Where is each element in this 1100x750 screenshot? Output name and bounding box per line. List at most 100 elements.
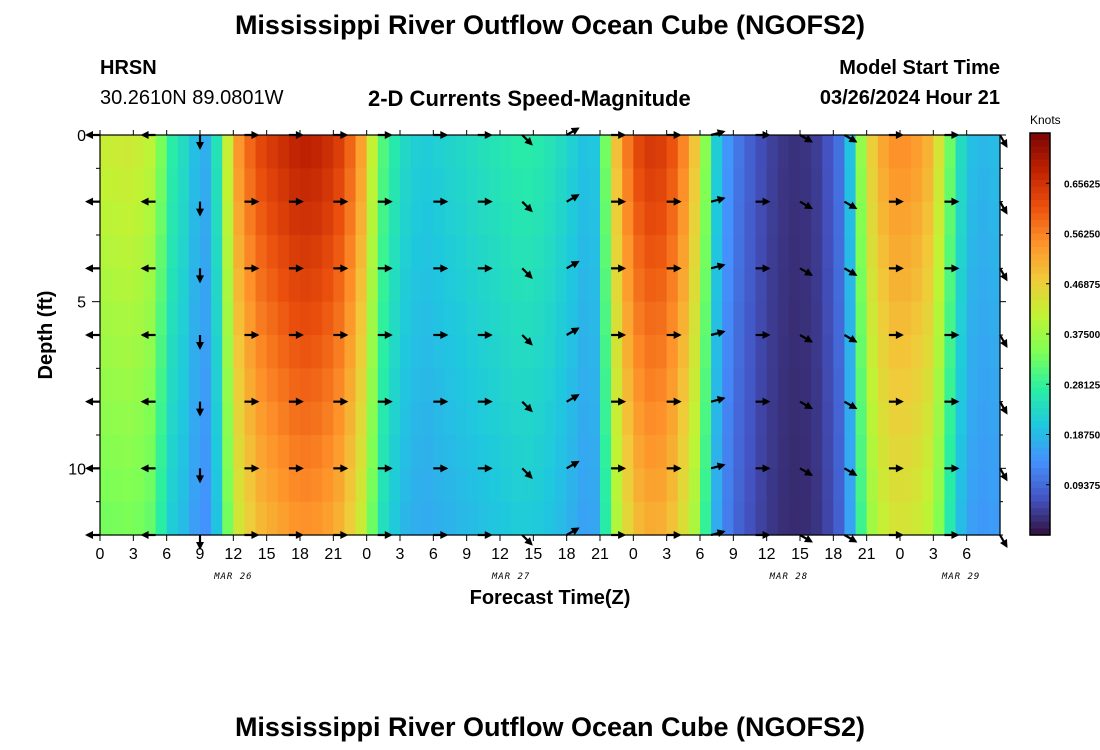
vector-head bbox=[196, 342, 204, 350]
heatmap-cell bbox=[555, 468, 568, 503]
heatmap-cell bbox=[911, 301, 923, 336]
vector-arrow bbox=[566, 527, 580, 536]
heatmap-cell bbox=[877, 135, 890, 169]
heatmap-cell bbox=[744, 368, 757, 403]
heatmap-cell bbox=[422, 468, 434, 503]
vector-head bbox=[951, 464, 960, 473]
x-tick-label: 12 bbox=[491, 546, 509, 563]
vector-head bbox=[618, 264, 627, 273]
heatmap-cell bbox=[566, 501, 579, 536]
heatmap-cell bbox=[388, 368, 401, 403]
vector-head bbox=[848, 201, 858, 210]
colorbar-cell bbox=[1030, 146, 1050, 154]
heatmap-cell bbox=[844, 435, 857, 469]
heatmap-cell bbox=[322, 435, 334, 469]
heatmap-cell bbox=[300, 501, 312, 536]
heatmap-cell bbox=[577, 268, 590, 303]
heatmap-cell bbox=[188, 135, 201, 169]
heatmap-cell bbox=[133, 468, 146, 503]
heatmap-cell bbox=[566, 435, 579, 469]
vector-head bbox=[618, 464, 627, 473]
vector-arrow bbox=[433, 197, 449, 206]
heatmap-cell bbox=[144, 135, 157, 169]
heatmap-cell bbox=[166, 135, 179, 169]
heatmap-cell bbox=[655, 268, 668, 303]
heatmap-cell bbox=[488, 501, 501, 536]
heatmap-cell bbox=[266, 368, 279, 403]
heatmap-cell bbox=[633, 368, 646, 403]
colorbar-tick-label: 0.46875 bbox=[1064, 280, 1100, 291]
heatmap-cell bbox=[655, 501, 668, 536]
heatmap-cell bbox=[633, 435, 646, 469]
vector-head bbox=[384, 397, 393, 406]
heatmap-cell bbox=[944, 468, 957, 503]
heatmap-cell bbox=[266, 135, 279, 169]
heatmap-cell bbox=[500, 335, 512, 369]
heatmap-cell bbox=[988, 335, 1001, 369]
heatmap-cell bbox=[733, 168, 746, 203]
heatmap-cell bbox=[155, 135, 168, 169]
heatmap-cell bbox=[700, 501, 712, 536]
x-tick-label: 6 bbox=[162, 546, 171, 563]
heatmap-cell bbox=[822, 135, 834, 169]
heatmap-cell bbox=[233, 501, 246, 536]
heatmap-cell bbox=[222, 501, 234, 536]
heatmap-cell bbox=[544, 501, 557, 536]
heatmap-cell bbox=[488, 435, 501, 469]
vector-arrow bbox=[433, 397, 449, 406]
heatmap-cell bbox=[688, 135, 701, 169]
heatmap-cell bbox=[922, 235, 934, 269]
heatmap-cell bbox=[533, 368, 546, 403]
heatmap-cell bbox=[333, 135, 346, 169]
heatmap-cell bbox=[866, 235, 879, 269]
heatmap-cell bbox=[477, 401, 490, 436]
vector-head bbox=[251, 331, 260, 339]
heatmap-cell bbox=[522, 501, 534, 536]
station-coordinates: 30.2610N 89.0801W bbox=[100, 87, 284, 109]
colorbar-cell bbox=[1030, 206, 1050, 214]
heatmap-cell bbox=[311, 135, 323, 169]
heatmap-cell bbox=[466, 135, 479, 169]
heatmap-cell bbox=[766, 401, 779, 436]
heatmap-cell bbox=[644, 501, 657, 536]
heatmap-cell bbox=[700, 435, 712, 469]
colorbar-cell bbox=[1030, 454, 1050, 462]
heatmap-cell bbox=[911, 435, 923, 469]
heatmap-cell bbox=[522, 235, 534, 269]
heatmap-cell bbox=[677, 301, 690, 336]
heatmap-cell bbox=[266, 235, 279, 269]
vector-arrow bbox=[521, 200, 533, 213]
heatmap-cell bbox=[355, 501, 368, 536]
heatmap-cell bbox=[833, 501, 846, 536]
heatmap-cell bbox=[600, 501, 612, 536]
heatmap-cell bbox=[377, 268, 390, 303]
heatmap-cell bbox=[644, 268, 657, 303]
colorbar-cell bbox=[1030, 327, 1050, 335]
vector-arrow bbox=[799, 467, 813, 476]
heatmap-cell bbox=[533, 301, 546, 336]
heatmap-cell bbox=[588, 501, 601, 536]
heatmap-cell bbox=[766, 301, 779, 336]
colorbar-cell bbox=[1030, 340, 1050, 348]
vector-head bbox=[618, 331, 627, 339]
vector-head bbox=[384, 464, 393, 473]
colorbar-cell bbox=[1030, 173, 1050, 181]
heatmap-cell bbox=[200, 268, 212, 303]
heatmap-cell bbox=[233, 268, 246, 303]
heatmap-cell bbox=[944, 235, 957, 269]
colorbar-cell bbox=[1030, 220, 1050, 228]
heatmap-cell bbox=[766, 235, 779, 269]
heatmap-cell bbox=[800, 435, 812, 469]
heatmap-cell bbox=[411, 301, 423, 336]
x-tick-label: 12 bbox=[224, 546, 242, 563]
heatmap-cell bbox=[344, 335, 357, 369]
heatmap-cell bbox=[366, 201, 379, 236]
colorbar-cell bbox=[1030, 360, 1050, 369]
colorbar-cell bbox=[1030, 166, 1050, 174]
heatmap-cell bbox=[600, 335, 612, 369]
heatmap-cell bbox=[133, 268, 146, 303]
vector-arrow bbox=[755, 464, 771, 473]
heatmap-cell bbox=[122, 501, 134, 536]
heatmap-cell bbox=[666, 301, 679, 336]
heatmap-cell bbox=[177, 301, 190, 336]
